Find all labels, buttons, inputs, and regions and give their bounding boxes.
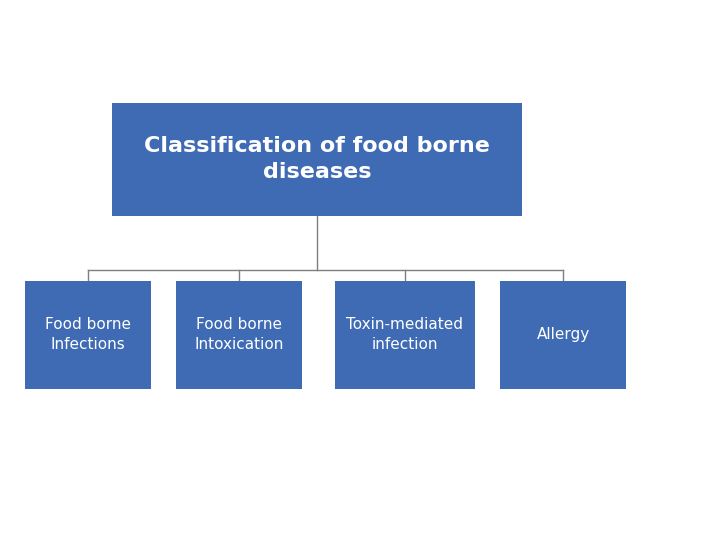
FancyBboxPatch shape bbox=[335, 281, 475, 389]
Text: Classification of food borne
diseases: Classification of food borne diseases bbox=[144, 136, 490, 183]
Text: Allergy: Allergy bbox=[537, 327, 590, 342]
FancyBboxPatch shape bbox=[176, 281, 302, 389]
Text: Food borne
Intoxication: Food borne Intoxication bbox=[194, 318, 284, 352]
FancyBboxPatch shape bbox=[500, 281, 626, 389]
FancyBboxPatch shape bbox=[112, 103, 522, 216]
Text: Food borne
Infections: Food borne Infections bbox=[45, 318, 131, 352]
FancyBboxPatch shape bbox=[25, 281, 151, 389]
Text: Toxin-mediated
infection: Toxin-mediated infection bbox=[346, 318, 464, 352]
